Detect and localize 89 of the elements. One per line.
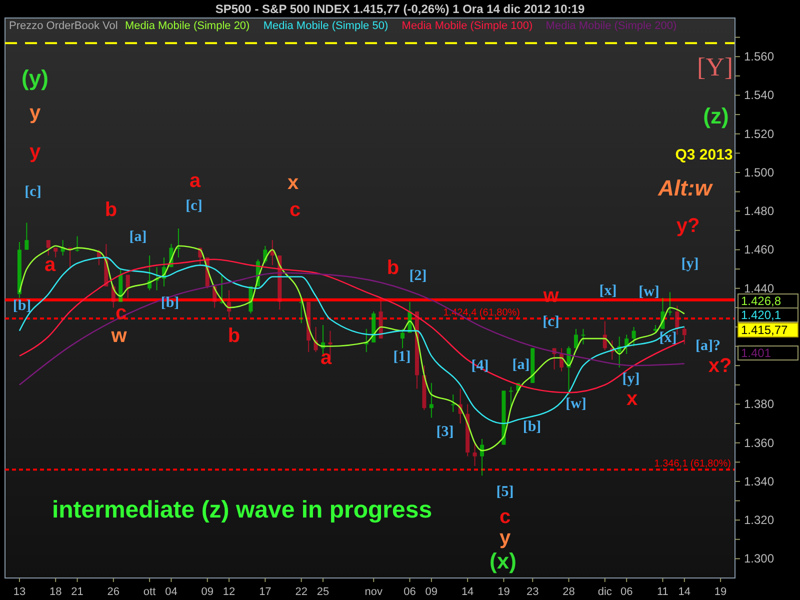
x-tick-label: nov	[364, 586, 383, 598]
annotation: x	[626, 388, 638, 410]
annotation: [a]	[512, 357, 530, 373]
annotation: [Y]	[696, 52, 734, 82]
x-tick-label: 13	[13, 586, 26, 598]
x-tick-label: 21	[71, 586, 84, 598]
annotation: b	[386, 257, 400, 279]
annotation: [x]	[659, 330, 677, 346]
x-tick-label: 18	[49, 586, 62, 598]
x-tick-label: 17	[259, 586, 272, 598]
x-tick-label: 09	[425, 586, 438, 598]
annotation: w	[110, 325, 128, 347]
annotation: a	[320, 347, 332, 369]
text: 1.420,1	[741, 308, 782, 322]
annotation: [c]	[186, 198, 202, 214]
text: Media Mobile (Simple 20)	[125, 20, 250, 32]
x-tick-label: 11	[657, 586, 668, 598]
x-tick-label: 26	[107, 586, 120, 598]
annotation: c	[115, 302, 127, 324]
text: 1.401	[741, 346, 772, 360]
y-tick-label: 1.460	[744, 242, 774, 257]
ref-line-label: 1.346,1 (61,80%)	[654, 458, 731, 470]
x-tick-label: 25	[316, 586, 330, 598]
annotation: [y]	[622, 371, 640, 387]
annotation: (z)	[703, 104, 729, 128]
chart-title: SP500 - S&P 500 INDEX 1.415,77 (-0,26%) 1 Ora 14 dic 2012 10:19	[215, 2, 585, 16]
annotation: y?	[676, 215, 700, 237]
annotation: x?	[708, 355, 732, 377]
text: 1.415,77	[741, 323, 788, 337]
x-tick-label: 19	[498, 586, 510, 598]
y-tick-label: 1.480	[744, 204, 774, 218]
annotation: (x)	[490, 548, 516, 574]
legend-title: Prezzo OrderBook Vol	[9, 20, 118, 32]
y-tick-label: 1.320	[744, 513, 774, 528]
annotation: a	[44, 254, 56, 276]
x-tick-label: dic	[598, 586, 612, 598]
y-tick-label: 1.560	[744, 50, 774, 64]
annotation: [1]	[393, 349, 411, 365]
annotation: Q3 2013	[675, 146, 733, 164]
annotation: intermediate (z) wave in progress	[52, 496, 432, 524]
annotation: y	[29, 102, 42, 124]
x-tick-label: 19	[714, 586, 727, 598]
annotation: b	[228, 325, 240, 347]
text: Media Mobile (Simple 200)	[546, 20, 677, 32]
y-tick-label: 1.440	[744, 281, 774, 296]
annotation: y	[499, 527, 512, 549]
annotation: [w]	[566, 396, 586, 412]
annotation: [2]	[409, 268, 427, 284]
text: Media Mobile (Simple 100)	[402, 20, 533, 32]
annotation: c	[499, 506, 511, 528]
x-tick-label: 22	[295, 586, 308, 598]
annotation: Alt:w	[657, 176, 714, 200]
x-tick-label: 06	[620, 586, 633, 598]
x-tick-label: 14	[461, 586, 474, 598]
annotation: [b]	[12, 298, 32, 314]
annotation: [x]	[599, 283, 617, 299]
x-tick-label: 04	[165, 586, 178, 598]
y-tick-label: 1.360	[744, 436, 774, 450]
annotation: [3]	[436, 424, 454, 440]
annotation: [w]	[638, 284, 660, 300]
x-tick-label: 14	[678, 586, 691, 598]
annotation: c	[289, 199, 301, 221]
annotation: [a]	[129, 229, 147, 245]
x-tick-label: 09	[201, 586, 214, 598]
annotation: [c]	[24, 184, 42, 200]
annotation: a	[189, 170, 202, 192]
y-tick-label: 1.300	[744, 552, 774, 566]
y-tick-label: 1.380	[744, 397, 774, 412]
annotation: y	[29, 141, 42, 163]
y-tick-label: 1.340	[744, 474, 774, 488]
y-tick-label: 1.500	[744, 165, 774, 180]
x-tick-label: 23	[526, 586, 539, 598]
annotation: x	[287, 172, 299, 194]
text: 1.426,8	[741, 294, 782, 308]
x-tick-label: 28	[562, 586, 575, 598]
annotation: b	[104, 199, 118, 221]
annotation: [c]	[542, 314, 560, 330]
text: Media Mobile (Simple 50)	[263, 20, 388, 32]
annotation: [5]	[496, 484, 514, 500]
annotation: [a]?	[696, 338, 720, 354]
annotation: (y)	[22, 66, 48, 90]
y-tick-label: 1.540	[744, 88, 774, 102]
annotation: [b]	[522, 419, 542, 435]
x-tick-label: 12	[222, 586, 236, 598]
ref-line-label: 1.424,4 (61,80%)	[443, 307, 520, 318]
y-tick-label: 1.520	[744, 126, 774, 141]
x-tick-label: 06	[404, 586, 416, 598]
x-tick-label: ott	[143, 586, 156, 598]
annotation: [y]	[681, 256, 699, 272]
